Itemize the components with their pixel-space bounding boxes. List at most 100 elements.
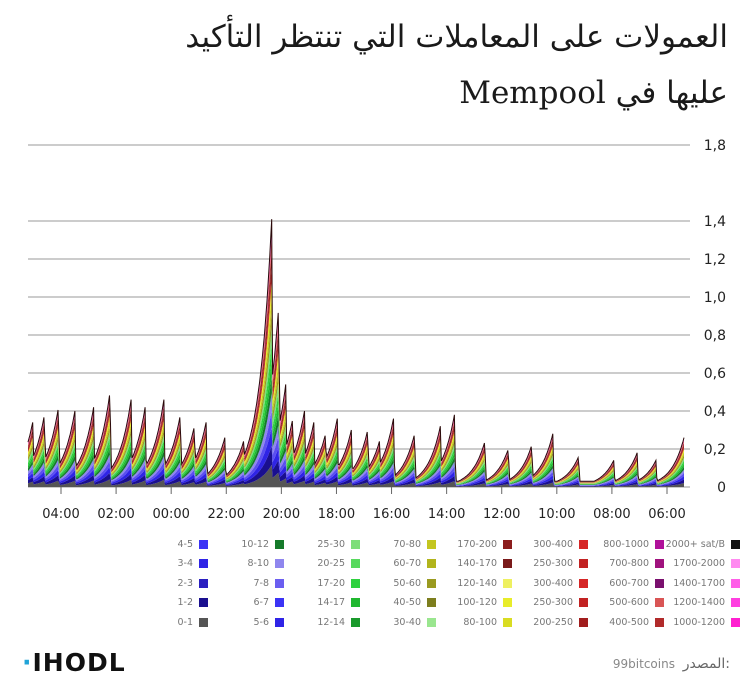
legend-item: 4-5: [120, 538, 208, 550]
legend-swatch: [351, 598, 360, 607]
legend-label: 7-8: [253, 577, 269, 589]
legend-swatch: [579, 617, 588, 627]
legend-swatch: [199, 539, 208, 549]
legend-swatch: [427, 617, 436, 627]
legend-swatch: [427, 559, 436, 568]
x-tick-label: 16:00: [373, 507, 410, 522]
legend-label: 700-800: [609, 558, 649, 569]
legend-swatch: [199, 578, 208, 588]
y-tick-label: 0,8: [704, 328, 726, 344]
x-tick-label: 14:00: [428, 507, 465, 522]
legend-swatch: [199, 598, 208, 607]
legend-swatch: [275, 578, 284, 588]
legend-swatch: [351, 539, 360, 549]
legend-item: 100-120: [424, 597, 512, 609]
x-tick-label: 12:00: [483, 507, 520, 522]
legend-label: 2-3: [177, 577, 193, 589]
y-tick-label: 1,0: [704, 290, 726, 306]
legend-label: 50-60: [393, 577, 421, 589]
legend-swatch: [427, 578, 436, 588]
legend-label: 10-12: [241, 538, 269, 550]
legend-item: 80-100: [424, 616, 512, 628]
legend-swatch: [579, 559, 588, 568]
legend-swatch: [351, 617, 360, 627]
legend-label: 30-40: [393, 616, 421, 628]
legend-label: 4-5: [177, 538, 193, 550]
legend-label: 14-17: [317, 597, 345, 608]
legend-label: 400-500: [609, 616, 649, 628]
legend-item: 0-1: [120, 616, 208, 628]
legend-item: 250-300: [500, 597, 588, 609]
legend-item: 3-4: [120, 558, 208, 570]
x-tick-label: 08:00: [593, 507, 630, 522]
y-tick-label: 1,2: [704, 252, 726, 268]
brand-name: IHODL: [32, 648, 126, 677]
y-tick-label: 1,4: [704, 214, 726, 230]
fee-rate-legend: 0-1 1-2 2-3 3-4 4-5 5-6 6-7 7-8 8-10 10-12 12-14 14…: [130, 538, 740, 638]
legend-swatch: [275, 539, 284, 549]
legend-swatch: [503, 617, 512, 627]
legend-item: 400-500: [576, 616, 664, 628]
legend-label: 70-80: [393, 538, 421, 550]
chart-title-line-1: العمولات على المعاملات التي تنتظر التأكي…: [185, 19, 728, 55]
legend-label: 6-7: [253, 597, 269, 608]
x-tick-label: 02:00: [97, 507, 134, 522]
legend-swatch: [503, 598, 512, 607]
y-tick-label: 1,8: [704, 138, 726, 154]
legend-label: 600-700: [609, 577, 649, 589]
legend-label: 3-4: [177, 558, 193, 569]
y-tick-label: 0,6: [704, 366, 726, 382]
legend-swatch: [351, 578, 360, 588]
y-tick-label: 0: [717, 480, 726, 496]
legend-label: 300-400: [533, 538, 573, 550]
x-axis-ticks: 04:00 02:00 00:00 22:00 20:00 18:00 16:00 14:00…: [42, 487, 686, 522]
legend-swatch: [655, 539, 664, 549]
legend-item: 2000+ sat/B: [652, 538, 740, 550]
legend-label: 140-170: [457, 558, 497, 569]
legend-label: 800-1000: [603, 538, 649, 550]
source-value: 99bitcoins: [612, 657, 675, 671]
legend-label: 2000+ sat/B: [665, 538, 725, 550]
legend-item: 140-170: [424, 558, 512, 570]
legend-label: 0-1: [177, 616, 193, 628]
legend-label: 500-600: [609, 597, 649, 608]
legend-item: 5-6: [196, 616, 284, 628]
total-outline: [27, 219, 685, 482]
legend-label: 250-300: [533, 597, 573, 608]
legend-swatch: [199, 617, 208, 627]
stacked-area-layers: [27, 219, 685, 487]
legend-item: 40-50: [348, 597, 436, 609]
legend-label: 25-30: [317, 538, 345, 550]
legend-label: 1-2: [177, 597, 193, 608]
legend-swatch: [655, 617, 664, 627]
y-tick-label: 0,4: [704, 404, 726, 420]
legend-label: 100-120: [457, 597, 497, 608]
legend-swatch: [199, 559, 208, 568]
legend-label: 170-200: [457, 538, 497, 550]
legend-item: 25-30: [272, 538, 360, 550]
legend-item: 250-300: [500, 558, 588, 570]
ihodl-logo: ·IHODL: [22, 648, 126, 677]
chart-title-line-2: عليها في Mempool: [459, 75, 728, 111]
legend-item: 20-25: [272, 558, 360, 570]
legend-item: 7-8: [196, 577, 284, 589]
y-tick-label: 0,2: [704, 442, 726, 458]
legend-swatch: [731, 617, 740, 627]
x-tick-label: 22:00: [208, 507, 245, 522]
legend-item: 17-20: [272, 577, 360, 589]
legend-item: 800-1000: [576, 538, 664, 550]
legend-swatch: [579, 598, 588, 607]
legend-item: 2-3: [120, 577, 208, 589]
legend-swatch: [427, 539, 436, 549]
x-tick-label: 18:00: [318, 507, 355, 522]
legend-swatch: [351, 559, 360, 568]
legend-swatch: [503, 539, 512, 549]
source-label: المصدر:: [682, 656, 730, 672]
legend-item: 500-600: [576, 597, 664, 609]
legend-swatch: [655, 598, 664, 607]
legend-label: 1400-1700: [673, 577, 725, 589]
area-layer-0: [28, 464, 684, 487]
legend-swatch: [579, 539, 588, 549]
y-axis-ticks: 0 0,2 0,4 0,6 0,8 1,0 1,2 1,4 1,8: [704, 138, 726, 496]
legend-item: 200-250: [500, 616, 588, 628]
